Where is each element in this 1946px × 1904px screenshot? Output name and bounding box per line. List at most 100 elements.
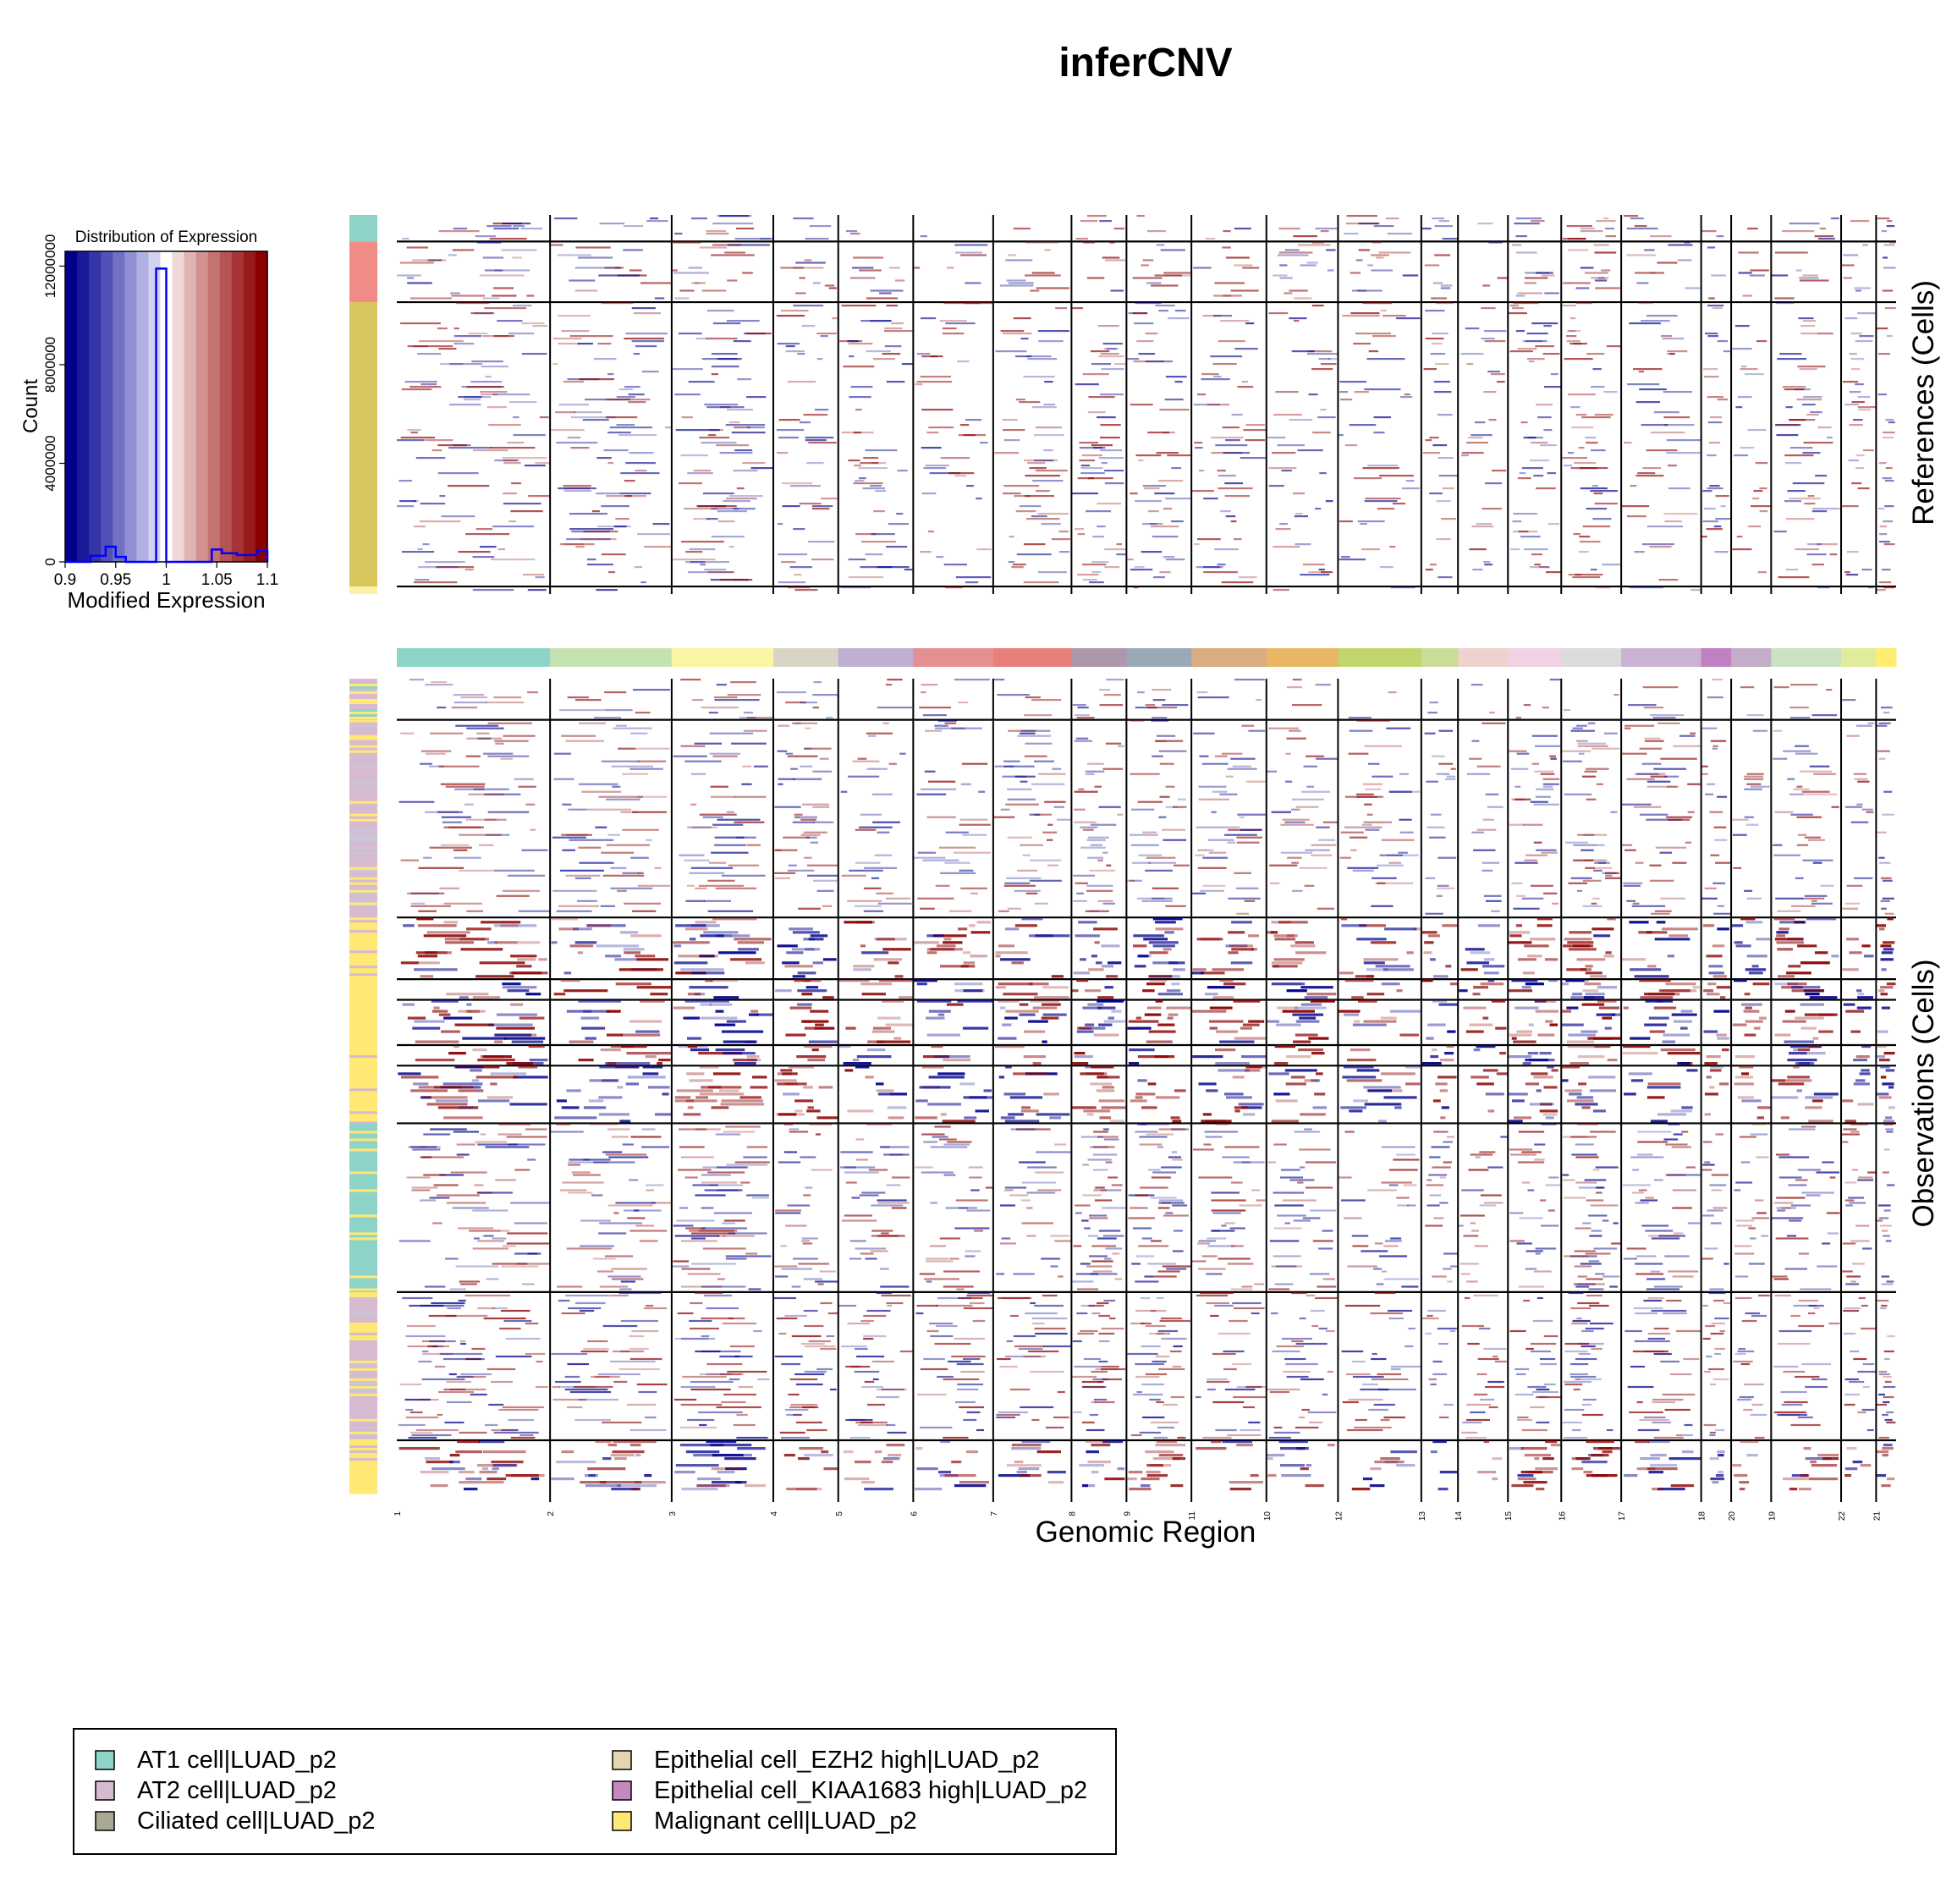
observation-annotation-row (349, 1285, 377, 1289)
gain-segment (1751, 1123, 1767, 1125)
loss-segment (1129, 1048, 1155, 1052)
gain-segment (893, 1037, 902, 1040)
loss-segment (463, 399, 481, 401)
gain-segment (1804, 793, 1838, 795)
gain-segment (720, 579, 736, 581)
loss-segment (1525, 1250, 1543, 1252)
gain-segment (1344, 1217, 1362, 1219)
loss-segment (1443, 1141, 1453, 1143)
gain-segment (1306, 1294, 1316, 1297)
gain-segment (808, 1340, 831, 1343)
loss-segment (1134, 566, 1145, 569)
observation-annotation-row (349, 1250, 377, 1253)
gain-segment (1137, 801, 1163, 803)
gain-segment (425, 752, 446, 755)
loss-segment (408, 1436, 437, 1439)
gain-segment (701, 289, 727, 292)
observation-annotation-row (349, 1125, 377, 1129)
gain-segment (1712, 307, 1723, 310)
loss-segment (1277, 254, 1309, 256)
loss-segment (1284, 1222, 1290, 1224)
loss-segment (1303, 765, 1317, 768)
gain-segment (1101, 1367, 1125, 1371)
gain-segment (495, 1179, 516, 1181)
gain-segment (1575, 1181, 1597, 1184)
gain-segment (1177, 1436, 1186, 1439)
loss-segment (1241, 1161, 1265, 1164)
gain-segment (578, 846, 602, 849)
loss-segment (411, 1434, 452, 1437)
reference-group-annotation (349, 241, 377, 303)
loss-segment (1233, 1161, 1251, 1164)
observation-annotation-row (349, 1209, 377, 1213)
observation-annotation-row (349, 768, 377, 771)
gain-segment (501, 1265, 539, 1268)
gain-segment (1172, 1158, 1183, 1161)
loss-segment (725, 1257, 747, 1260)
loss-segment (459, 996, 469, 999)
observation-annotation-row (349, 1199, 377, 1202)
loss-segment (507, 989, 530, 993)
gain-segment (1640, 996, 1674, 999)
gain-segment (1509, 934, 1522, 938)
gain-segment (1192, 968, 1207, 971)
gain-segment (1743, 1010, 1760, 1013)
gain-segment (1090, 350, 1110, 353)
observation-annotation-row (349, 892, 377, 895)
loss-segment (1097, 1006, 1116, 1010)
gain-segment (1805, 1106, 1822, 1109)
gain-segment (1591, 1347, 1602, 1351)
gain-segment (1152, 887, 1179, 889)
observation-annotation-row (349, 1049, 377, 1054)
gain-segment (1800, 961, 1830, 965)
loss-segment (492, 1307, 508, 1310)
loss-segment (1883, 1209, 1891, 1212)
loss-segment (1025, 355, 1052, 358)
gain-segment (1135, 1194, 1148, 1197)
loss-segment (1438, 729, 1454, 732)
observation-annotation-row (349, 1052, 377, 1056)
gain-segment (1203, 1143, 1212, 1146)
gain-segment (969, 1301, 985, 1305)
observation-annotation-row (349, 887, 377, 890)
loss-segment (711, 508, 739, 510)
gain-segment (1796, 816, 1822, 818)
gain-segment (1286, 934, 1295, 938)
gain-segment (1298, 1048, 1323, 1052)
loss-segment (665, 426, 672, 429)
loss-segment (1474, 421, 1486, 424)
loss-segment (1491, 910, 1500, 912)
loss-segment (1653, 411, 1679, 414)
loss-segment (1097, 1237, 1117, 1240)
gain-segment (1576, 958, 1606, 961)
gain-segment (928, 426, 954, 429)
loss-segment (397, 274, 421, 277)
loss-segment (1431, 1146, 1450, 1148)
loss-segment (646, 1184, 664, 1186)
gain-segment (1884, 307, 1896, 310)
gain-segment (1023, 543, 1046, 546)
gain-segment (926, 432, 939, 434)
loss-segment (955, 1400, 976, 1404)
gain-segment (459, 938, 489, 941)
loss-segment (1087, 836, 1109, 839)
gain-segment (736, 487, 745, 490)
gain-segment (1425, 1224, 1443, 1227)
loss-segment (1856, 989, 1862, 993)
gain-segment (1534, 1158, 1545, 1161)
loss-segment (915, 1099, 928, 1103)
gain-segment (1157, 480, 1184, 482)
loss-segment (1444, 1052, 1454, 1055)
gain-segment (1347, 1265, 1377, 1268)
loss-segment (424, 1285, 446, 1288)
gain-segment (934, 1125, 951, 1128)
gain-segment (1607, 917, 1616, 921)
loss-segment (959, 869, 974, 872)
loss-segment (619, 931, 639, 934)
gain-segment (1655, 910, 1672, 912)
loss-segment (1083, 1357, 1101, 1361)
gain-segment (1172, 1120, 1182, 1123)
loss-segment (919, 1426, 953, 1429)
gain-segment (1151, 1240, 1162, 1242)
gain-segment (1423, 368, 1437, 371)
